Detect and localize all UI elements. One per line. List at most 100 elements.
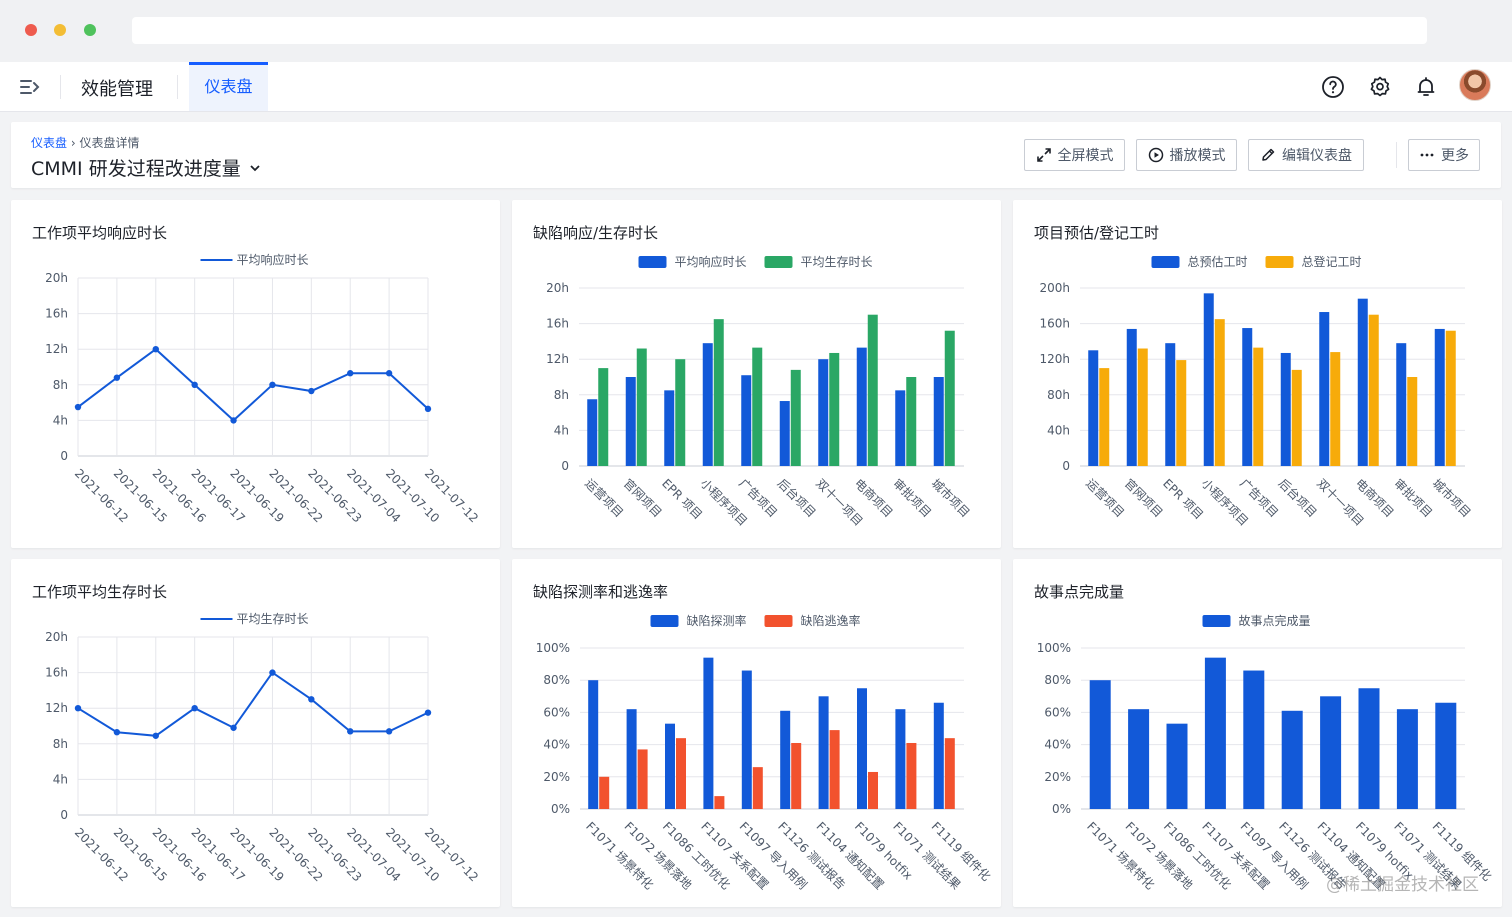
bar[interactable] <box>1320 696 1342 809</box>
bar[interactable] <box>1330 352 1341 466</box>
notification-bell-icon[interactable] <box>1414 75 1438 99</box>
bar[interactable] <box>587 399 598 466</box>
bar[interactable] <box>1434 328 1445 466</box>
bar[interactable] <box>1166 723 1188 809</box>
bar[interactable] <box>906 742 917 809</box>
bar[interactable] <box>1368 314 1379 466</box>
user-avatar[interactable] <box>1459 69 1491 101</box>
bar[interactable] <box>676 738 686 809</box>
data-point[interactable] <box>269 669 276 676</box>
bar[interactable] <box>1242 328 1253 466</box>
bar[interactable] <box>1435 702 1457 809</box>
bar[interactable] <box>944 738 955 809</box>
settings-gear-icon[interactable] <box>1368 75 1392 99</box>
bar[interactable] <box>933 377 944 466</box>
data-point[interactable] <box>113 729 121 736</box>
legend-item[interactable]: 缺陷探测率 <box>650 613 747 628</box>
bar[interactable] <box>1280 352 1291 466</box>
bar[interactable] <box>829 352 840 466</box>
bar[interactable] <box>588 680 599 809</box>
data-point[interactable] <box>152 346 159 353</box>
bar[interactable] <box>780 710 791 809</box>
legend-item[interactable]: 平均生存时长 <box>764 255 873 269</box>
bar[interactable] <box>637 749 648 809</box>
bar[interactable] <box>598 368 609 466</box>
bar[interactable] <box>818 696 829 809</box>
bar[interactable] <box>703 657 714 809</box>
edit-dashboard-button[interactable]: 编辑仪表盘 <box>1248 139 1364 171</box>
bar[interactable] <box>779 401 790 466</box>
bar[interactable] <box>675 359 686 466</box>
bar[interactable] <box>1445 330 1456 466</box>
bar[interactable] <box>856 347 867 466</box>
bar[interactable] <box>702 343 713 466</box>
data-point[interactable] <box>191 705 198 712</box>
data-point[interactable] <box>269 381 276 388</box>
data-point[interactable] <box>152 732 159 739</box>
data-point[interactable] <box>230 417 237 424</box>
chevron-down-icon[interactable] <box>249 162 261 174</box>
bar[interactable] <box>944 330 955 466</box>
bar[interactable] <box>625 377 636 466</box>
data-point[interactable] <box>385 728 393 735</box>
bar[interactable] <box>1214 319 1225 466</box>
data-point[interactable] <box>74 705 82 712</box>
window-close-dot[interactable] <box>25 24 37 36</box>
bar[interactable] <box>1291 369 1302 466</box>
bar[interactable] <box>626 709 637 809</box>
data-point[interactable] <box>308 387 315 395</box>
menu-toggle-icon[interactable] <box>19 77 41 97</box>
bar[interactable] <box>906 377 917 466</box>
bar[interactable] <box>741 375 752 466</box>
bar[interactable] <box>1396 343 1407 466</box>
bar[interactable] <box>791 742 802 809</box>
bar[interactable] <box>1203 293 1214 466</box>
bar[interactable] <box>829 730 840 809</box>
fullscreen-button[interactable]: 全屏模式 <box>1024 139 1125 171</box>
bar[interactable] <box>895 709 906 809</box>
breadcrumb-root-link[interactable]: 仪表盘 <box>31 136 68 150</box>
bar[interactable] <box>1204 657 1226 809</box>
data-point[interactable] <box>308 696 315 703</box>
bar[interactable] <box>1357 298 1368 466</box>
bar[interactable] <box>1165 343 1176 466</box>
bar[interactable] <box>818 359 829 466</box>
bar[interactable] <box>664 390 675 466</box>
bar[interactable] <box>1176 360 1187 466</box>
bar[interactable] <box>1396 709 1418 809</box>
data-point[interactable] <box>424 709 432 716</box>
bar[interactable] <box>857 688 867 809</box>
bar[interactable] <box>713 319 724 466</box>
bar[interactable] <box>1137 348 1148 466</box>
bar[interactable] <box>714 796 725 809</box>
bar[interactable] <box>1281 710 1303 809</box>
bar[interactable] <box>752 347 763 466</box>
bar[interactable] <box>741 670 752 809</box>
address-bar[interactable] <box>132 17 1427 44</box>
bar[interactable] <box>636 348 647 466</box>
window-minimize-dot[interactable] <box>54 24 66 36</box>
bar[interactable] <box>895 390 906 466</box>
data-point[interactable] <box>424 405 432 413</box>
play-mode-button[interactable]: 播放模式 <box>1136 139 1237 171</box>
data-point[interactable] <box>191 381 198 388</box>
bar[interactable] <box>1407 377 1418 466</box>
bar[interactable] <box>1243 670 1265 809</box>
data-point[interactable] <box>347 370 354 377</box>
bar[interactable] <box>599 776 610 809</box>
legend-item[interactable]: 缺陷逃逸率 <box>764 613 861 628</box>
bar[interactable] <box>1126 328 1137 466</box>
bar[interactable] <box>1319 312 1330 466</box>
legend-item[interactable]: 总预估工时 <box>1151 255 1248 269</box>
tab-dashboard[interactable]: 仪表盘 <box>189 62 268 111</box>
bar[interactable] <box>1099 368 1110 466</box>
bar[interactable] <box>790 369 801 466</box>
bar[interactable] <box>867 314 878 466</box>
bar[interactable] <box>1253 347 1264 466</box>
data-point[interactable] <box>230 724 237 731</box>
legend-item[interactable]: 总登记工时 <box>1265 254 1362 269</box>
data-point[interactable] <box>113 374 121 381</box>
bar[interactable] <box>868 771 878 809</box>
bar[interactable] <box>1088 350 1099 466</box>
bar[interactable] <box>1089 680 1111 809</box>
